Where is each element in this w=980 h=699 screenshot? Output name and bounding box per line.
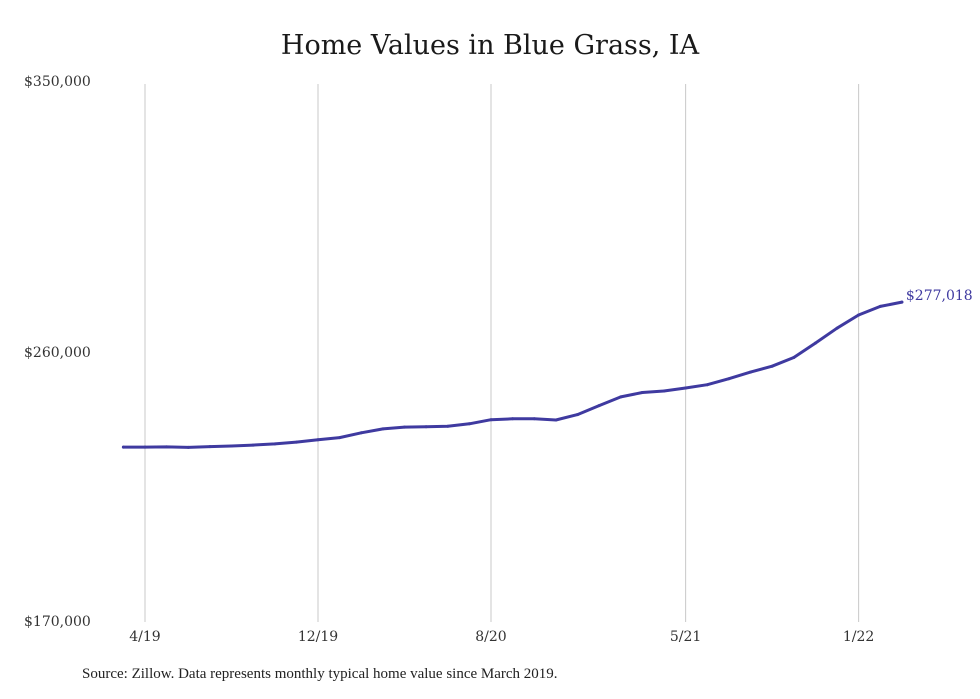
data-point-23 — [619, 395, 623, 399]
data-point-10 — [338, 436, 342, 440]
data-point-33 — [835, 326, 839, 330]
data-point-12 — [381, 427, 385, 431]
x-axis-ticks: 4/19 12/19 8/20 5/21 1/22 — [129, 629, 874, 645]
data-point-8 — [294, 440, 298, 444]
data-point-24 — [640, 391, 644, 394]
x-tick-label-0: 4/19 — [129, 629, 160, 645]
x-tick-label-3: 5/21 — [670, 629, 701, 645]
data-point-14 — [424, 425, 428, 429]
data-point-27 — [705, 383, 709, 387]
data-point-7 — [273, 442, 277, 446]
x-tick-label-2: 8/20 — [475, 629, 506, 645]
series-layer: $277,018 — [121, 288, 973, 449]
data-point-4 — [208, 445, 212, 449]
y-tick-label-top: $350,000 — [24, 74, 91, 90]
data-point-5 — [230, 444, 233, 448]
data-point-30 — [770, 364, 774, 368]
grid-lines — [144, 84, 860, 622]
data-point-9 — [316, 438, 320, 442]
data-point-31 — [792, 356, 796, 359]
data-point-19 — [532, 417, 536, 421]
data-point-0 — [121, 445, 125, 449]
data-point-2 — [165, 445, 169, 449]
data-point-25 — [662, 389, 666, 393]
data-point-13 — [403, 425, 406, 429]
data-point-35 — [878, 304, 882, 308]
data-point-29 — [749, 370, 752, 374]
series-line-0 — [121, 300, 904, 449]
data-point-22 — [597, 404, 601, 408]
data-point-36 — [900, 300, 904, 304]
data-point-11 — [359, 431, 363, 435]
data-point-17 — [489, 418, 493, 422]
data-point-21 — [576, 413, 579, 417]
data-point-3 — [186, 445, 190, 449]
data-point-6 — [251, 443, 255, 447]
end-value-label: $277,018 — [906, 288, 973, 304]
data-point-18 — [511, 417, 515, 421]
data-point-32 — [813, 341, 817, 345]
data-point-26 — [684, 386, 688, 390]
data-point-1 — [143, 445, 147, 449]
data-point-34 — [857, 313, 861, 317]
data-point-28 — [727, 377, 731, 381]
y-tick-label-bottom: $170,000 — [24, 614, 91, 630]
data-point-15 — [446, 424, 450, 428]
x-tick-label-1: 12/19 — [298, 629, 338, 645]
data-point-16 — [467, 422, 471, 426]
y-tick-label-mid: $260,000 — [24, 345, 91, 361]
data-point-20 — [554, 418, 558, 422]
source-note: Source: Zillow. Data represents monthly … — [82, 666, 558, 682]
chart-title: Home Values in Blue Grass, IA — [280, 30, 700, 61]
x-tick-label-4: 1/22 — [843, 629, 874, 645]
